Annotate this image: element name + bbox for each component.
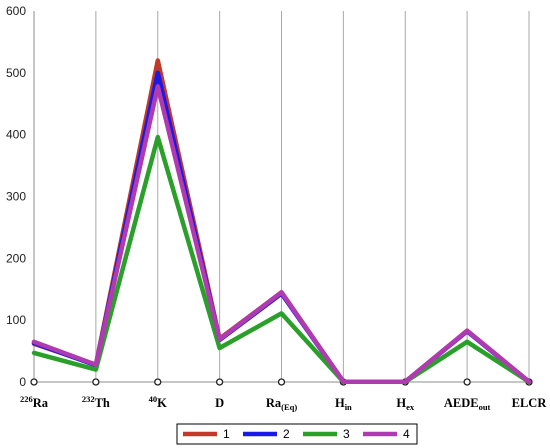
y-tick-label: 600 [6,4,26,18]
x-axis-marker [30,378,38,386]
x-tick-label: AEDEout [444,396,491,412]
x-axis-marker [92,378,100,386]
legend-box [176,423,418,445]
x-axis-marker [463,378,471,386]
x-axis-marker [215,378,224,386]
legend-label-1: 1 [223,427,230,441]
legend-label-4: 4 [403,427,410,441]
series-lines [31,58,532,385]
x-tick-labels: 226Ra 232Th 40K D Ra(Eq) Hin Hex AEDEout ELCR [20,394,547,412]
y-tick-label: 400 [6,128,26,142]
y-tick-label: 500 [6,66,26,80]
x-axis-marker [277,378,286,386]
y-tick-label: 0 [19,375,26,389]
x-tick-label: Hex [396,396,415,412]
x-tick-label: 40K [149,394,168,410]
y-tick-label: 200 [6,251,26,265]
x-tick-label: Ra(Eq) [266,396,298,412]
x-axis-marker [154,378,162,386]
legend: 1 2 3 4 [176,423,418,445]
x-tick-label: 226Ra [20,394,49,410]
legend-label-2: 2 [283,427,290,441]
x-tick-label: ELCR [512,396,548,410]
y-tick-label: 100 [6,313,26,327]
x-tick-label: D [215,396,224,410]
x-tick-label: 232Th [82,394,110,410]
legend-label-3: 3 [343,427,350,441]
y-tick-label: 300 [6,190,26,204]
y-tick-labels: 0 100 200 300 400 500 600 [6,4,26,389]
x-tick-label: Hin [335,396,352,412]
axes [30,11,533,386]
